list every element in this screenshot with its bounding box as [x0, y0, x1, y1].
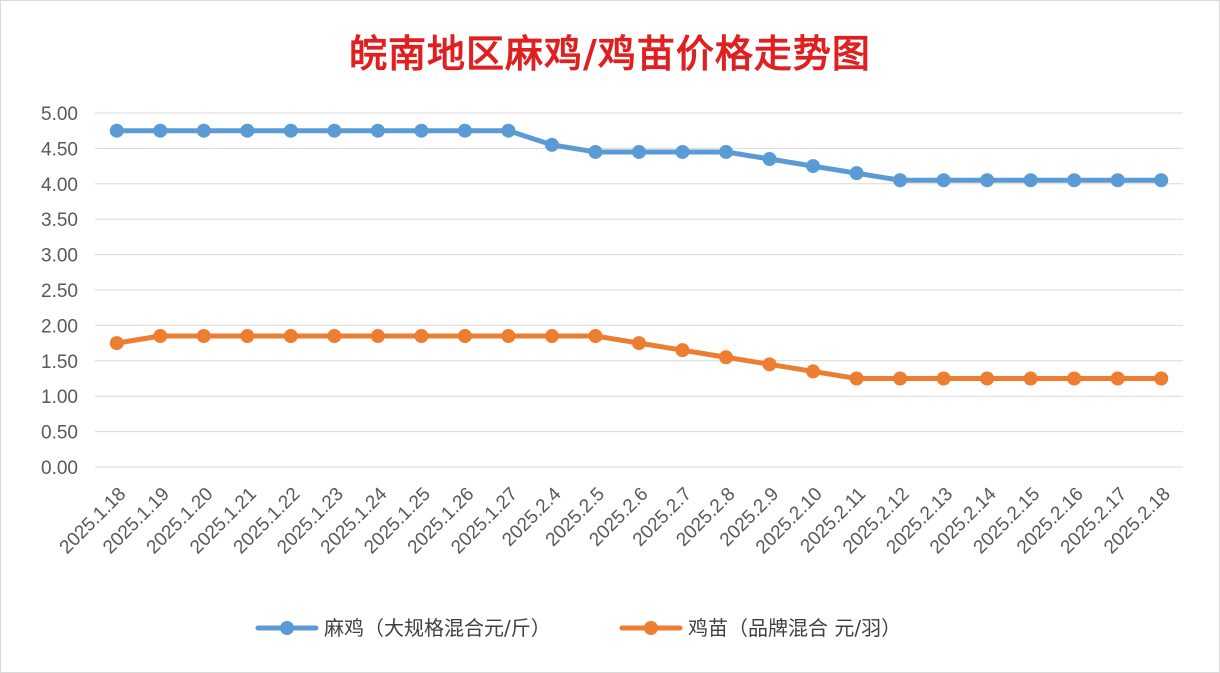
y-tick-label: 1.50: [41, 352, 78, 373]
data-point: [1023, 371, 1038, 386]
y-tick-label: 5.00: [41, 104, 78, 125]
data-point: [414, 329, 429, 344]
legend-item: 麻鸡（大规格混合元/斤）: [255, 616, 551, 640]
data-point: [1067, 371, 1082, 386]
data-point: [109, 123, 124, 138]
y-tick-label: 3.50: [41, 210, 78, 231]
data-point: [1154, 371, 1169, 386]
data-point: [719, 144, 734, 159]
legend-label: 鸡苗（品牌混合 元/羽）: [688, 616, 901, 640]
legend-label: 麻鸡（大规格混合元/斤）: [324, 616, 551, 640]
data-point: [1154, 173, 1169, 188]
data-point: [980, 371, 995, 386]
data-point: [544, 329, 559, 344]
data-point: [632, 336, 646, 351]
data-point: [849, 371, 864, 386]
data-point: [327, 123, 342, 138]
data-point: [675, 144, 690, 159]
data-point: [936, 173, 951, 188]
y-tick-label: 1.00: [41, 387, 78, 408]
x-axis-ticks: 2025.1.182025.1.192025.1.202025.1.212025…: [56, 483, 1175, 558]
data-point: [370, 329, 385, 344]
y-tick-label: 2.00: [41, 316, 78, 337]
data-point: [153, 329, 168, 344]
data-point: [588, 329, 603, 344]
data-point: [1110, 173, 1125, 188]
data-point: [980, 173, 995, 188]
data-point: [806, 364, 821, 379]
legend: 麻鸡（大规格混合元/斤） 鸡苗（品牌混合 元/羽）: [255, 616, 901, 640]
data-point: [893, 371, 908, 386]
data-point: [1110, 371, 1125, 386]
data-point: [632, 144, 646, 159]
data-point: [414, 123, 429, 138]
data-point: [501, 329, 516, 344]
series-1: [109, 123, 1169, 188]
data-point: [501, 123, 516, 138]
series-2: [109, 329, 1169, 386]
data-point: [936, 371, 951, 386]
data-point: [109, 336, 124, 351]
data-point: [1023, 173, 1038, 188]
data-point: [370, 123, 385, 138]
chart-title: 皖南地区麻鸡/鸡苗价格走势图: [349, 31, 871, 76]
data-point: [457, 329, 472, 344]
y-tick-label: 0.00: [41, 458, 78, 479]
y-axis-ticks: 0.00 0.50 1.00 1.50 2.00 2.50 3.00 3.50 4.00 4.50…: [41, 104, 78, 479]
y-tick-label: 4.50: [41, 139, 78, 160]
data-point: [196, 123, 211, 138]
data-point: [196, 329, 211, 344]
data-point: [283, 123, 298, 138]
data-point: [762, 357, 777, 372]
y-tick-label: 2.50: [41, 281, 78, 302]
y-tick-label: 0.50: [41, 423, 78, 444]
data-point: [849, 166, 864, 181]
data-point: [675, 343, 690, 358]
data-point: [283, 329, 298, 344]
data-point: [719, 350, 734, 365]
legend-swatch-marker: [280, 621, 294, 635]
data-point: [1067, 173, 1082, 188]
data-point: [588, 144, 603, 159]
data-point: [762, 152, 777, 167]
data-point: [457, 123, 472, 138]
data-point: [327, 329, 342, 344]
series-lines: [109, 123, 1169, 386]
data-point: [806, 159, 821, 174]
legend-swatch-marker: [644, 621, 658, 635]
data-point: [893, 173, 908, 188]
legend-item: 鸡苗（品牌混合 元/羽）: [619, 616, 901, 640]
y-tick-label: 4.00: [41, 175, 78, 196]
data-point: [153, 123, 168, 138]
y-tick-label: 3.00: [41, 246, 78, 267]
data-point: [240, 123, 255, 138]
data-point: [544, 137, 559, 152]
gridlines: [95, 112, 1183, 468]
data-point: [240, 329, 255, 344]
